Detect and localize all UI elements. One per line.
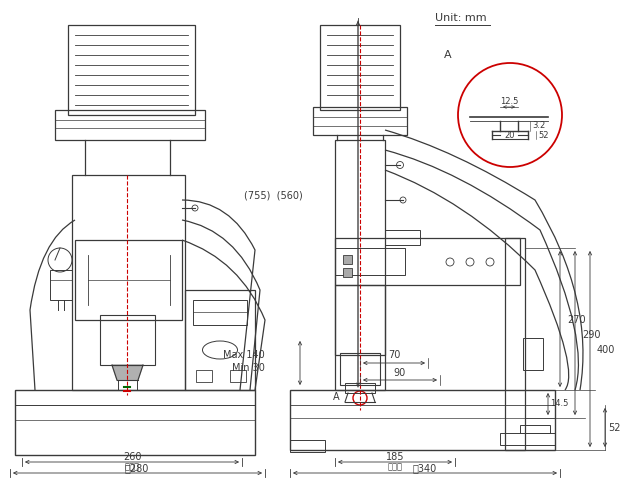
Text: 185: 185 xyxy=(386,452,404,462)
Bar xyxy=(50,270,72,300)
Text: 270: 270 xyxy=(567,315,586,325)
Bar xyxy=(290,390,555,450)
Bar xyxy=(340,353,380,385)
Bar xyxy=(505,238,525,450)
Text: 3.2: 3.2 xyxy=(532,121,545,131)
Text: 約340: 約340 xyxy=(413,463,437,473)
Text: Unit: mm: Unit: mm xyxy=(435,13,486,23)
Text: (755)  (560): (755) (560) xyxy=(244,190,302,200)
Bar xyxy=(196,370,212,382)
Bar xyxy=(335,248,405,275)
Text: A: A xyxy=(333,392,340,402)
Bar xyxy=(385,230,420,245)
Text: 14.5: 14.5 xyxy=(550,399,568,408)
Bar xyxy=(290,440,325,452)
Bar xyxy=(500,433,555,445)
Bar xyxy=(335,285,385,355)
Polygon shape xyxy=(112,365,143,380)
Text: 52: 52 xyxy=(608,423,621,433)
Bar xyxy=(230,370,246,382)
Bar xyxy=(523,338,543,370)
Text: 12.5: 12.5 xyxy=(500,96,518,106)
Bar xyxy=(72,175,185,390)
Text: 400: 400 xyxy=(597,345,616,355)
Bar xyxy=(185,290,255,390)
Text: 工作面: 工作面 xyxy=(387,463,403,471)
Text: Max 140: Max 140 xyxy=(223,350,265,360)
Bar xyxy=(68,25,195,115)
Bar xyxy=(520,425,550,433)
Bar xyxy=(335,238,520,285)
Bar xyxy=(320,25,400,110)
Text: A: A xyxy=(444,50,452,60)
Text: 20: 20 xyxy=(505,131,515,140)
Bar xyxy=(75,240,182,320)
Text: 52: 52 xyxy=(538,131,548,140)
Bar xyxy=(118,380,137,390)
Bar xyxy=(345,383,375,393)
Bar xyxy=(313,107,407,135)
Bar xyxy=(343,268,352,277)
Bar xyxy=(15,390,255,455)
Bar xyxy=(100,315,155,365)
Bar xyxy=(343,255,352,264)
Text: 約280: 約280 xyxy=(125,463,149,473)
Text: 290: 290 xyxy=(582,330,600,340)
Text: 90: 90 xyxy=(394,368,406,378)
Bar xyxy=(55,110,205,140)
Text: 260: 260 xyxy=(123,452,141,462)
Bar xyxy=(335,140,385,390)
Text: 70: 70 xyxy=(388,350,400,360)
Text: 工作面: 工作面 xyxy=(125,463,140,471)
Bar xyxy=(193,300,247,325)
Text: Min 30: Min 30 xyxy=(232,363,265,373)
